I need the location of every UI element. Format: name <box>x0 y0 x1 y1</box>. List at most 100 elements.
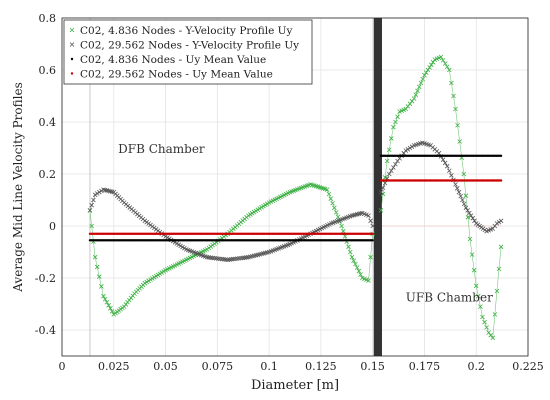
data-point <box>332 205 337 211</box>
data-point <box>461 201 467 207</box>
legend-label: C02, 4.836 Nodes - Y-Velocity Profile Uy <box>80 25 292 37</box>
data-point <box>425 67 431 73</box>
legend-marker <box>69 42 75 47</box>
data-point <box>366 278 371 283</box>
data-point <box>371 232 374 235</box>
data-point <box>454 186 460 191</box>
annotations: DFB Chamber UFB Chamber <box>118 142 493 304</box>
chamber-label: UFB Chamber <box>406 290 493 304</box>
data-point <box>422 72 427 78</box>
y-tick-label: 0 <box>49 220 56 233</box>
data-point <box>423 70 429 75</box>
data-point <box>89 202 94 208</box>
data-point <box>453 182 458 187</box>
data-point <box>386 147 392 153</box>
data-point <box>429 62 434 68</box>
data-point <box>456 189 462 195</box>
data-point <box>460 197 465 203</box>
data-point <box>96 189 102 195</box>
y-tick-label: 0.8 <box>39 12 57 25</box>
data-point <box>378 208 384 213</box>
y-tick-label: -0.2 <box>35 272 56 285</box>
data-point <box>480 314 485 320</box>
y-tick-label: 0.2 <box>39 168 57 181</box>
data-point <box>413 92 419 97</box>
data-point <box>471 267 477 273</box>
data-point <box>442 61 448 66</box>
data-point <box>465 215 471 220</box>
data-point <box>395 114 400 120</box>
data-point <box>370 223 375 229</box>
x-tick-label: 0.15 <box>360 360 385 373</box>
y-tick-label: 0.6 <box>39 64 57 77</box>
data-point <box>449 173 454 178</box>
data-point <box>405 147 411 152</box>
y-axis-label: Average Mid Line Velocity Profiles <box>11 82 25 292</box>
data-point <box>92 254 98 260</box>
data-point <box>467 236 473 242</box>
x-tick-label: 0.1 <box>260 360 278 373</box>
chamber-label: DFB Chamber <box>118 142 205 156</box>
data-point <box>393 119 398 125</box>
series-c02-29-562-nodes-uy-mean-value <box>88 179 503 235</box>
data-point <box>346 244 351 250</box>
data-point <box>457 139 462 144</box>
series-c02-4-836-nodes-y-velocity-profile-uy <box>87 54 504 341</box>
data-point <box>94 191 100 196</box>
data-point <box>378 189 384 195</box>
data-point <box>102 296 108 302</box>
data-point <box>418 80 424 86</box>
x-tick-label: 0.175 <box>409 360 441 373</box>
legend-item: C02, 4.836 Nodes - Uy Mean Value <box>70 54 266 66</box>
data-point <box>411 96 417 101</box>
legend-label: C02, 29.562 Nodes - Uy Mean Value <box>80 69 273 81</box>
data-point <box>438 54 444 60</box>
data-point <box>96 274 102 279</box>
data-point <box>498 218 504 224</box>
data-point <box>447 168 452 174</box>
legend-box <box>63 19 313 85</box>
x-tick-label: 0.225 <box>512 360 544 373</box>
data-point <box>455 122 460 128</box>
x-tick-label: 0.2 <box>467 360 485 373</box>
data-point <box>368 254 373 260</box>
series-c02-29-562-nodes-y-velocity-profile-uy <box>87 140 504 263</box>
data-point <box>467 210 472 216</box>
data-point <box>496 266 502 272</box>
data-point <box>101 293 106 299</box>
data-point <box>368 218 373 224</box>
y-tick-label: 0.4 <box>39 116 57 129</box>
data-point <box>341 228 346 234</box>
data-point <box>440 57 446 63</box>
data-point <box>409 144 415 149</box>
data-point <box>403 148 409 153</box>
data-point <box>89 223 94 229</box>
legend-item: C02, 29.562 Nodes - Uy Mean Value <box>70 69 273 81</box>
data-point <box>366 213 371 218</box>
data-point <box>351 258 356 263</box>
data-point <box>339 223 344 229</box>
legend: C02, 4.836 Nodes - Y-Velocity Profile Uy… <box>63 19 313 85</box>
data-point <box>356 268 362 274</box>
data-point <box>442 160 448 166</box>
divider-bar <box>373 18 382 356</box>
data-point <box>384 158 390 164</box>
data-point <box>330 200 335 206</box>
data-point <box>473 283 479 289</box>
data-point <box>420 76 426 82</box>
data-point <box>463 193 469 198</box>
legend-label: C02, 4.836 Nodes - Uy Mean Value <box>80 54 266 66</box>
data-point <box>354 265 360 270</box>
data-point <box>449 80 454 86</box>
legend-item: C02, 29.562 Nodes - Y-Velocity Profile U… <box>69 40 299 52</box>
data-point <box>496 219 502 225</box>
data-point <box>458 193 463 199</box>
data-point <box>389 136 394 141</box>
data-point <box>391 124 396 130</box>
data-point <box>328 196 334 201</box>
data-point <box>490 335 496 341</box>
data-point <box>416 84 422 90</box>
series-c02-4-836-nodes-uy-mean-value <box>88 154 503 242</box>
data-point <box>91 197 96 203</box>
